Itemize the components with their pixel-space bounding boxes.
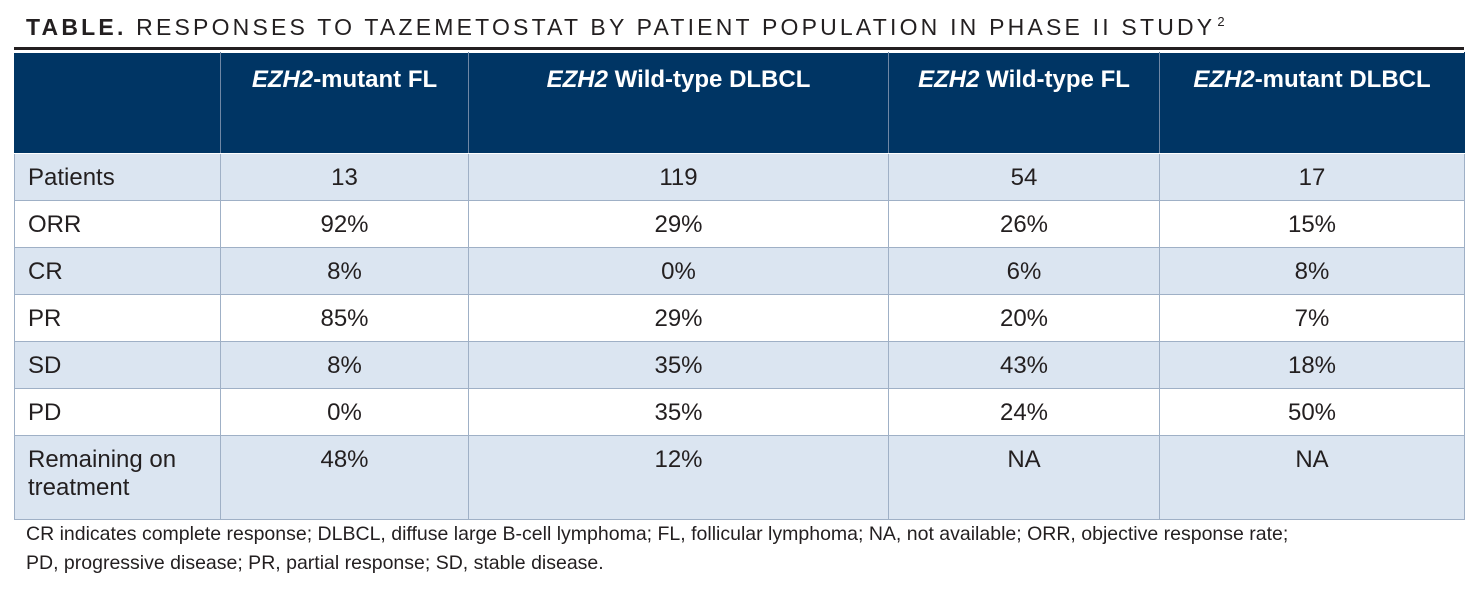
table-title-lead: TABLE. (26, 14, 127, 40)
table-cell: 29% (468, 200, 889, 248)
table-cell: 8% (220, 247, 469, 295)
table-cell: 85% (220, 294, 469, 342)
table-cell: 50% (1159, 388, 1465, 436)
table-cell: 24% (888, 388, 1160, 436)
row-label-line: treatment (28, 474, 130, 501)
table-cell: 26% (888, 200, 1160, 248)
row-label-line: Remaining on (28, 446, 177, 473)
table-title-reference: 2 (1217, 14, 1225, 29)
row-label: Remaining on treatment (14, 435, 221, 520)
table-cell: 0% (468, 247, 889, 295)
abbreviations-footnote: CR indicates complete response; DLBCL, d… (26, 520, 1446, 578)
table-cell: 54 (888, 153, 1160, 201)
column-header-italic: EZH2 (918, 66, 980, 93)
table-cell: 12% (468, 435, 889, 520)
table-title: TABLE. RESPONSES TO TAZEMETOSTAT BY PATI… (26, 14, 1225, 41)
column-header-text: -mutant FL (313, 66, 438, 93)
column-header-ezh2-wild-type-fl: EZH2 Wild-type FL (888, 52, 1160, 154)
table-cell: 35% (468, 388, 889, 436)
table-row-sd: SD 8% 35% 43% 18% (14, 341, 1465, 389)
table-cell: 15% (1159, 200, 1465, 248)
table-cell: 18% (1159, 341, 1465, 389)
column-header-ezh2-mutant-fl: EZH2-mutant FL (220, 52, 469, 154)
column-header-italic: EZH2 (546, 66, 608, 93)
table-cell: 119 (468, 153, 889, 201)
row-label: ORR (14, 200, 221, 248)
table-cell: 17 (1159, 153, 1465, 201)
column-header-ezh2-mutant-dlbcl: EZH2-mutant DLBCL (1159, 52, 1465, 154)
table-cell: 48% (220, 435, 469, 520)
column-header-ezh2-wild-type-dlbcl: EZH2 Wild-type DLBCL (468, 52, 889, 154)
table-cell: 35% (468, 341, 889, 389)
table-row-patients: Patients 13 119 54 17 (14, 153, 1465, 201)
table-row-remaining-on-treatment: Remaining on treatment 48% 12% NA NA (14, 435, 1465, 520)
table-row-pd: PD 0% 35% 24% 50% (14, 388, 1465, 436)
column-header-text: Wild-type DLBCL (607, 66, 811, 93)
table-row-orr: ORR 92% 29% 26% 15% (14, 200, 1465, 248)
row-label: Patients (14, 153, 221, 201)
responses-table: EZH2-mutant FL EZH2 Wild-type DLBCL EZH2… (14, 52, 1465, 520)
table-cell: 92% (220, 200, 469, 248)
row-label: PD (14, 388, 221, 436)
footnote-line: CR indicates complete response; DLBCL, d… (26, 523, 1289, 545)
row-label: PR (14, 294, 221, 342)
table-cell: 7% (1159, 294, 1465, 342)
table-row-pr: PR 85% 29% 20% 7% (14, 294, 1465, 342)
table-cell: 43% (888, 341, 1160, 389)
header-row: EZH2-mutant FL EZH2 Wild-type DLBCL EZH2… (14, 52, 1465, 154)
table-cell: NA (888, 435, 1160, 520)
header-corner-cell (14, 52, 221, 154)
row-label: SD (14, 341, 221, 389)
column-header-text: -mutant DLBCL (1254, 66, 1431, 93)
table-cell: 20% (888, 294, 1160, 342)
table-title-text: RESPONSES TO TAZEMETOSTAT BY PATIENT POP… (126, 14, 1216, 40)
table-cell: 13 (220, 153, 469, 201)
table-cell: NA (1159, 435, 1465, 520)
table-cell: 0% (220, 388, 469, 436)
table-cell: 29% (468, 294, 889, 342)
column-header-italic: EZH2 (251, 66, 314, 93)
table-cell: 8% (220, 341, 469, 389)
table-cell: 8% (1159, 247, 1465, 295)
table-cell: 6% (888, 247, 1160, 295)
row-label: CR (14, 247, 221, 295)
column-header-text: Wild-type FL (979, 66, 1130, 93)
column-header-italic: EZH2 (1193, 66, 1255, 93)
table-row-cr: CR 8% 0% 6% 8% (14, 247, 1465, 295)
title-rule (14, 47, 1464, 50)
footnote-line: PD, progressive disease; PR, partial res… (26, 552, 604, 574)
